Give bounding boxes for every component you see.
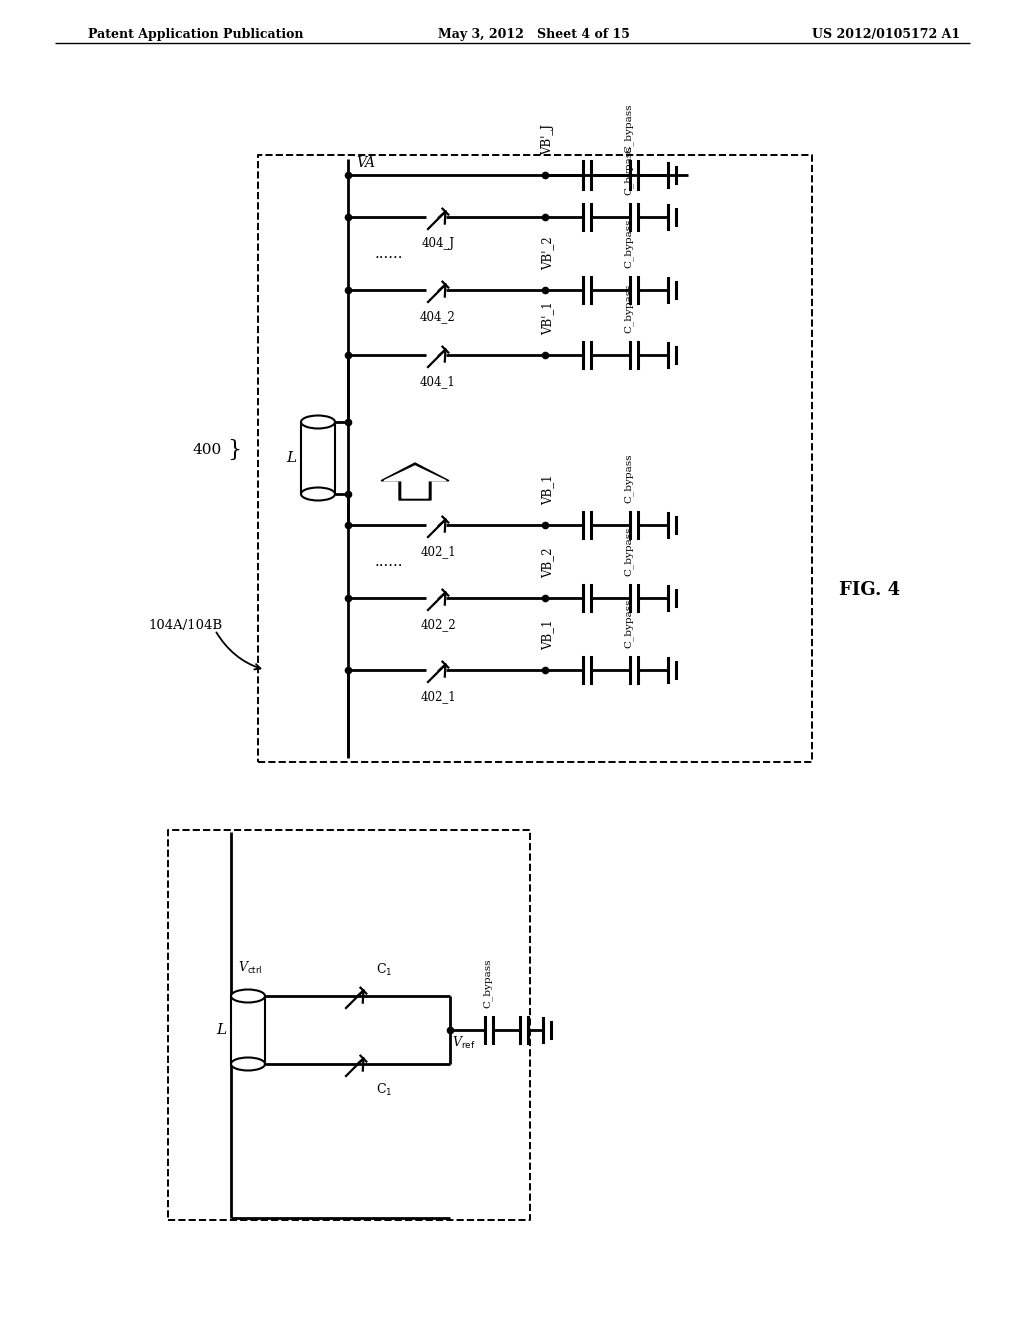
Text: ......: ......	[375, 554, 403, 569]
Text: 404_J: 404_J	[422, 238, 455, 249]
Text: VB_2: VB_2	[542, 548, 555, 578]
Polygon shape	[384, 466, 446, 498]
Text: FIG. 4: FIG. 4	[840, 581, 900, 599]
Text: 402_1: 402_1	[420, 690, 456, 704]
Text: VB_1: VB_1	[542, 619, 555, 649]
Text: C_bypass: C_bypass	[625, 145, 634, 195]
Text: VB'_2: VB'_2	[542, 236, 555, 271]
Text: C_bypass: C_bypass	[625, 598, 634, 648]
Text: L: L	[286, 451, 296, 465]
Text: C_bypass: C_bypass	[625, 219, 634, 268]
Text: C_bypass: C_bypass	[483, 958, 493, 1008]
Polygon shape	[381, 463, 449, 500]
Text: 404_1: 404_1	[420, 375, 456, 388]
Text: 104A/104B: 104A/104B	[148, 619, 222, 631]
Ellipse shape	[301, 416, 335, 429]
Text: C_bypass: C_bypass	[625, 103, 634, 153]
Text: C$_1$: C$_1$	[376, 962, 392, 978]
Bar	[301, 422, 335, 494]
Text: V$_\mathrm{ctrl}$: V$_\mathrm{ctrl}$	[238, 960, 262, 975]
Text: 402_1: 402_1	[420, 545, 456, 558]
Text: 402_2: 402_2	[420, 618, 456, 631]
Text: L: L	[216, 1023, 226, 1038]
Text: C$_1$: C$_1$	[376, 1082, 392, 1098]
Ellipse shape	[301, 487, 335, 500]
Text: Patent Application Publication: Patent Application Publication	[88, 28, 303, 41]
Ellipse shape	[231, 1057, 265, 1071]
Text: }: }	[227, 440, 241, 461]
Text: C_bypass: C_bypass	[625, 527, 634, 576]
Text: 400: 400	[193, 444, 222, 457]
Text: V$_\mathrm{ref}$: V$_\mathrm{ref}$	[452, 1035, 475, 1051]
Text: VA: VA	[356, 156, 375, 170]
Bar	[231, 997, 265, 1064]
Text: VB_1: VB_1	[542, 474, 555, 506]
Text: US 2012/0105172 A1: US 2012/0105172 A1	[812, 28, 961, 41]
Text: VB'_J: VB'_J	[542, 124, 555, 154]
Text: ......: ......	[375, 247, 403, 260]
Text: VB'_1: VB'_1	[542, 301, 555, 335]
Ellipse shape	[231, 990, 265, 1002]
Text: C_bypass: C_bypass	[625, 284, 634, 333]
Text: May 3, 2012   Sheet 4 of 15: May 3, 2012 Sheet 4 of 15	[438, 28, 630, 41]
Text: C_bypass: C_bypass	[625, 454, 634, 503]
Text: 404_2: 404_2	[420, 310, 456, 323]
